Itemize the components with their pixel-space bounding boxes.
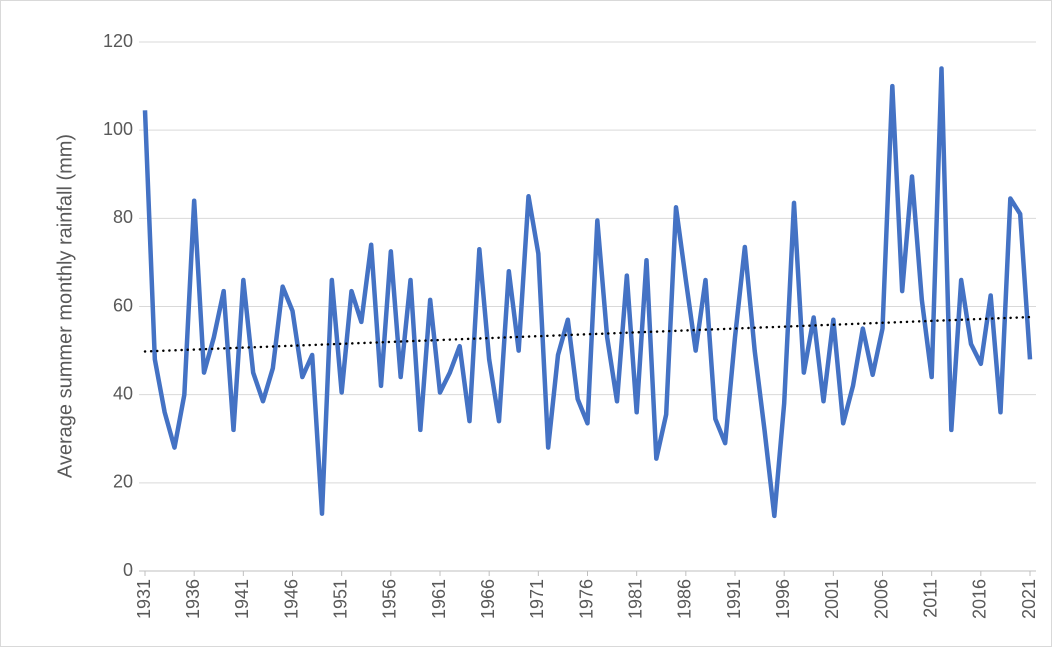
x-tick-label: 1966 [478, 579, 498, 619]
x-tick-label: 2001 [822, 579, 842, 619]
x-tick-label: 1961 [429, 579, 449, 619]
x-tick-label: 1941 [232, 579, 252, 619]
y-tick-label: 20 [113, 472, 133, 492]
x-tick-label: 1951 [330, 579, 350, 619]
x-tick-label: 1981 [625, 579, 645, 619]
x-tick-label: 2006 [871, 579, 891, 619]
x-tick-label: 1971 [527, 579, 547, 619]
x-tick-label: 1986 [675, 579, 695, 619]
x-tick-label: 2011 [920, 579, 940, 618]
data-line [142, 66, 1033, 519]
x-tick-label: 2021 [1019, 579, 1039, 619]
y-tick-label: 60 [113, 295, 133, 315]
trend-line [143, 315, 1032, 353]
y-tick-label: 120 [103, 31, 133, 51]
y-tick-label: 100 [103, 119, 133, 139]
x-tick-label: 1976 [576, 579, 596, 619]
x-tick-label: 1991 [724, 579, 744, 619]
x-tick-label: 1946 [281, 579, 301, 619]
y-tick-label: 80 [113, 207, 133, 227]
x-tick-label: 1956 [380, 579, 400, 619]
y-tick-label: 40 [113, 383, 133, 403]
x-tick-label: 1936 [183, 579, 203, 619]
x-tick-label: 2016 [970, 579, 990, 619]
y-tick-label: 0 [123, 560, 133, 580]
y-axis-label: Average summer monthly rainfall (mm) [54, 134, 76, 478]
x-tick-label: 1931 [134, 579, 154, 619]
x-tick-label: 1996 [773, 579, 793, 619]
